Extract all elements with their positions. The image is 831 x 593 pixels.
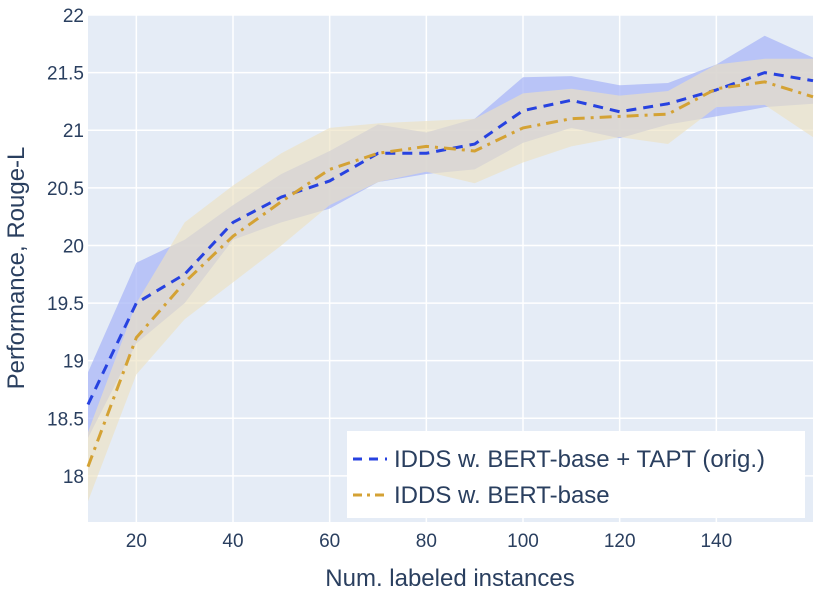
y-tick-label: 20.5 <box>47 179 84 200</box>
y-axis-ticks: 18 18.5 19 19.5 20 20.5 21 21.5 22 <box>47 6 84 488</box>
x-tick-label: 80 <box>416 531 437 552</box>
legend-label-tapt: IDDS w. BERT-base + TAPT (orig.) <box>394 446 765 473</box>
line-series-0 <box>86 71 814 406</box>
legend-label-bert: IDDS w. BERT-base <box>394 482 610 509</box>
x-tick-label: 40 <box>222 531 243 552</box>
x-tick-label: 120 <box>604 531 636 552</box>
y-tick-label: 19.5 <box>47 294 84 315</box>
x-tick-label: 140 <box>700 531 732 552</box>
line-series-1 <box>86 80 814 468</box>
band-series-1 <box>88 58 813 502</box>
y-tick-label: 20 <box>63 236 84 257</box>
y-tick-label: 21.5 <box>47 64 84 85</box>
legend: IDDS w. BERT-base + TAPT (orig.) IDDS w.… <box>347 431 805 518</box>
x-tick-label: 100 <box>507 531 539 552</box>
y-tick-label: 19 <box>63 352 84 373</box>
x-axis-ticks: 20 40 60 80 100 120 140 <box>126 531 732 552</box>
x-tick-label: 60 <box>319 531 340 552</box>
y-tick-label: 22 <box>63 6 84 27</box>
y-tick-label: 21 <box>63 121 84 142</box>
y-tick-label: 18.5 <box>47 409 84 430</box>
y-tick-label: 18 <box>63 467 84 488</box>
x-axis-title: Num. labeled instances <box>325 565 574 592</box>
series-lines <box>86 71 814 468</box>
legend-box <box>347 431 805 518</box>
y-axis-title: Performance, Rouge-L <box>3 147 30 390</box>
x-tick-label: 20 <box>126 531 147 552</box>
